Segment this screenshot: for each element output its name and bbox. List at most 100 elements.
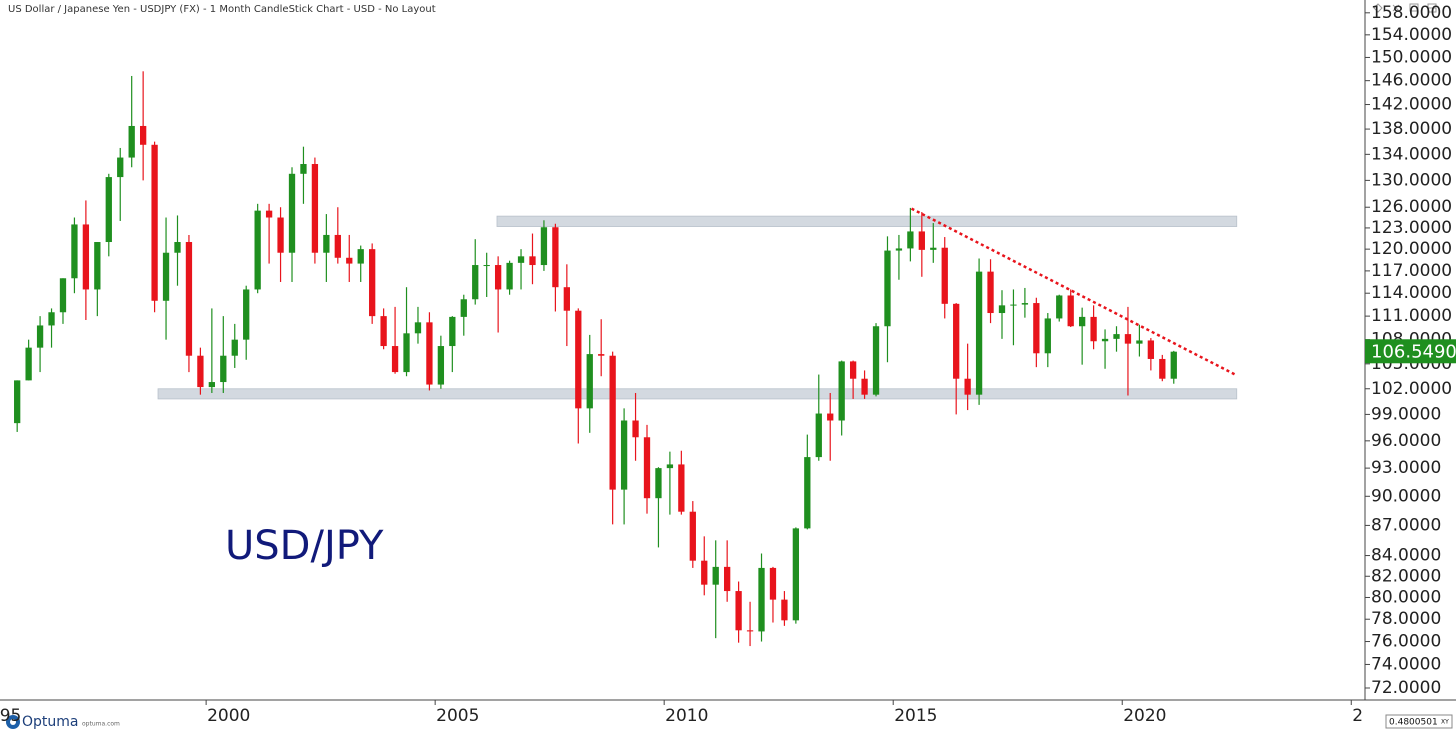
- candle-body: [369, 249, 376, 317]
- candle-body: [460, 299, 467, 317]
- y-tick-label: 142.0000: [1371, 95, 1452, 115]
- candle-body: [483, 265, 490, 267]
- candle-body: [437, 346, 445, 385]
- candle-body: [838, 361, 845, 421]
- candle-body: [231, 339, 238, 356]
- candle-body: [941, 247, 948, 304]
- y-tick-label: 84.0000: [1371, 546, 1441, 566]
- y-tick-label: 93.0000: [1371, 458, 1441, 478]
- candle-body: [609, 355, 616, 490]
- y-tick-label: 111.0000: [1371, 306, 1452, 326]
- candle-body: [815, 413, 822, 458]
- y-tick-label: 123.0000: [1371, 218, 1452, 238]
- candle-body: [769, 567, 777, 600]
- candle-body: [998, 305, 1006, 314]
- candle-body: [1136, 340, 1143, 344]
- cursor-readout: 0.4800501: [1389, 718, 1438, 728]
- candle-body: [953, 303, 960, 379]
- candle-body: [552, 227, 559, 288]
- candle-body: [655, 468, 662, 499]
- x-tick-label: 2010: [665, 706, 708, 726]
- candle-body: [36, 325, 44, 348]
- x-tick-label: 2015: [894, 706, 937, 726]
- candle-body: [151, 144, 158, 301]
- candle-body: [449, 316, 456, 347]
- candle-body: [414, 322, 422, 334]
- candle-body: [357, 249, 364, 264]
- candle-body: [1021, 303, 1029, 305]
- candle-body: [849, 361, 857, 379]
- candle-body: [758, 567, 765, 632]
- candle-body: [25, 347, 32, 381]
- last-price-label: 106.5490: [1371, 341, 1456, 362]
- candle-body: [82, 224, 90, 290]
- plot-area: [14, 71, 1238, 647]
- candle-body: [620, 420, 628, 490]
- x-tick-label: 2005: [436, 706, 479, 726]
- candle-body: [678, 464, 685, 512]
- candle-body: [689, 511, 696, 561]
- candle-body: [1067, 295, 1074, 327]
- brand: Optuma optuma.com: [6, 714, 120, 730]
- candle-body: [975, 271, 983, 395]
- candle-body: [14, 380, 21, 424]
- cursor-mode: XY: [1441, 719, 1449, 726]
- candle-body: [380, 316, 387, 347]
- candle-body: [197, 355, 204, 388]
- x-tick-label: 2: [1352, 706, 1363, 726]
- candle-body: [300, 164, 307, 174]
- candle-body: [494, 265, 502, 290]
- trendline: [910, 207, 1238, 377]
- candle-body: [746, 630, 754, 632]
- candle-body: [472, 265, 479, 300]
- candle-body: [712, 566, 719, 585]
- y-tick-label: 87.0000: [1371, 515, 1441, 535]
- zone: [157, 388, 1238, 400]
- zone: [496, 215, 1238, 227]
- candle-body: [220, 355, 227, 383]
- x-tick-label: 1995: [0, 706, 21, 726]
- candle-body: [1090, 316, 1097, 342]
- y-tick-label: 76.0000: [1371, 632, 1441, 652]
- candle-body: [804, 457, 811, 529]
- candle-body: [540, 227, 548, 266]
- candle-body: [884, 250, 891, 327]
- candle-body: [506, 262, 513, 290]
- candle-body: [1124, 334, 1132, 344]
- last-price-box: [1365, 339, 1456, 364]
- candle-body: [827, 413, 834, 421]
- candle-body: [1010, 304, 1017, 306]
- icon[interactable]: [1409, 3, 1419, 12]
- candle-body: [277, 217, 284, 253]
- icon[interactable]: [1427, 3, 1437, 13]
- y-tick-label: 72.0000: [1371, 678, 1441, 698]
- candle-body: [288, 173, 296, 253]
- icon[interactable]: [1392, 4, 1400, 12]
- candle-body: [1033, 303, 1040, 354]
- candle-body: [872, 326, 880, 395]
- candle-body: [243, 289, 250, 340]
- candle-body: [724, 566, 731, 592]
- candle-body: [781, 599, 788, 621]
- candle-body: [701, 560, 708, 585]
- brand-name: Optuma: [22, 714, 79, 730]
- candle-body: [1044, 318, 1051, 354]
- candle-body: [735, 591, 742, 631]
- candle-body: [59, 278, 67, 313]
- candle-body: [311, 164, 319, 253]
- y-tick-label: 150.0000: [1371, 47, 1452, 67]
- candle-body: [94, 242, 101, 290]
- candle-body: [391, 346, 399, 373]
- y-tick-label: 154.0000: [1371, 25, 1452, 45]
- candle-body: [1170, 351, 1177, 379]
- candle-body: [265, 210, 273, 218]
- icon[interactable]: [1373, 3, 1383, 13]
- candle-body: [403, 333, 410, 373]
- y-tick-label: 78.0000: [1371, 609, 1441, 629]
- brand-url: optuma.com: [82, 721, 120, 728]
- y-tick-label: 102.0000: [1371, 379, 1452, 399]
- candle-body: [1056, 295, 1063, 319]
- x-tick-label: 2000: [207, 706, 250, 726]
